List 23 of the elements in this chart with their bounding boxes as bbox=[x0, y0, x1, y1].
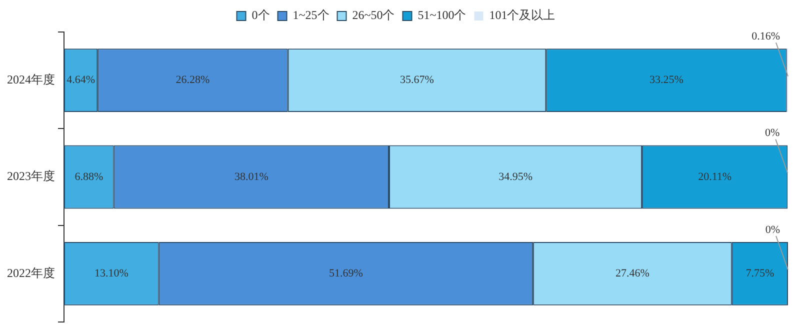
data-label: 20.11% bbox=[698, 170, 732, 183]
legend-label: 1~25个 bbox=[292, 8, 330, 22]
data-label: 35.67% bbox=[400, 74, 434, 86]
y-tick-label: 2023年度 bbox=[7, 169, 55, 184]
legend-label: 26~50个 bbox=[352, 8, 395, 22]
legend-label: 51~100个 bbox=[418, 8, 466, 22]
legend-label: 101个及以上 bbox=[489, 8, 556, 22]
legend-label: 0个 bbox=[252, 8, 270, 22]
data-label: 7.75% bbox=[746, 268, 774, 280]
data-label: 0% bbox=[764, 127, 780, 140]
y-tick-label: 2022年度 bbox=[7, 266, 55, 280]
data-label: 51.69% bbox=[329, 268, 363, 280]
data-label: 4.64% bbox=[66, 74, 96, 86]
data-label: 6.88% bbox=[74, 170, 104, 183]
data-label: 13.10% bbox=[94, 268, 128, 280]
data-label: 34.95% bbox=[498, 170, 532, 183]
data-label: 0.16% bbox=[752, 30, 780, 43]
y-tick-label: 2024年度 bbox=[7, 72, 55, 86]
data-label: 26.28% bbox=[176, 74, 210, 86]
data-label: 38.01% bbox=[234, 170, 268, 183]
data-label: 33.25% bbox=[650, 74, 684, 86]
data-label: 27.46% bbox=[616, 268, 650, 280]
data-label: 0% bbox=[765, 224, 780, 236]
